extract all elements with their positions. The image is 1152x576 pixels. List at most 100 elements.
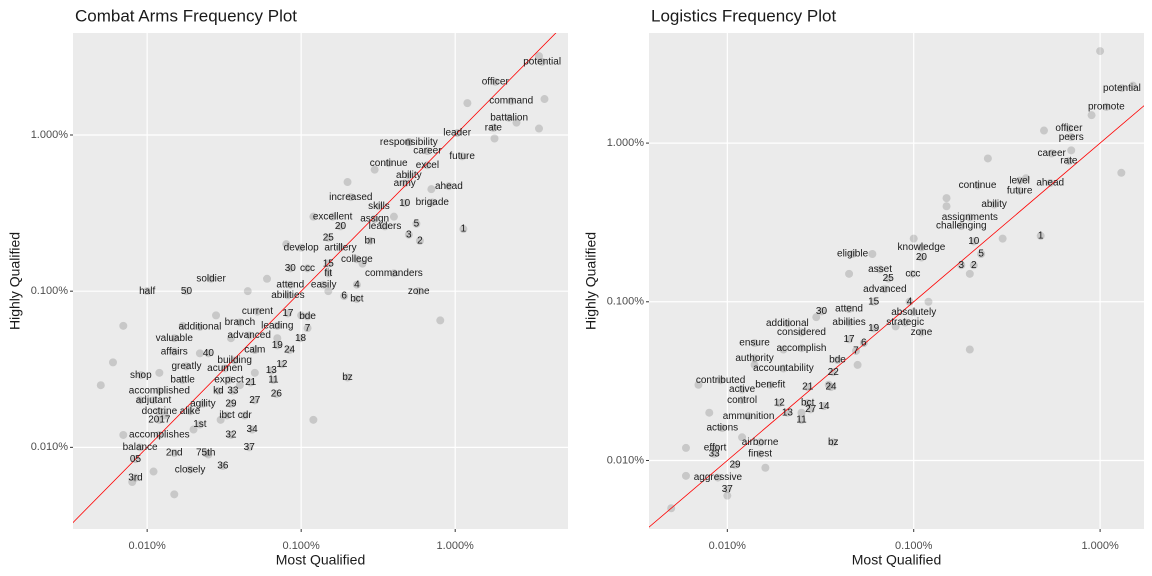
point [273, 321, 282, 330]
point-label: 33 [227, 385, 239, 396]
point [1087, 111, 1096, 120]
point [286, 280, 295, 289]
point-label: airborne [742, 437, 779, 448]
point-label: leaders [369, 221, 402, 232]
x-tick-label: 1.000% [437, 540, 475, 552]
point [766, 380, 775, 389]
point [783, 319, 792, 328]
point-label: accomplish [776, 343, 826, 354]
point-label: calm [244, 345, 265, 356]
point-label: building [217, 355, 251, 366]
point [296, 334, 305, 343]
point [324, 233, 333, 242]
y-axis-title: Highly Qualified [7, 232, 23, 330]
point-label: 29 [225, 398, 237, 409]
point [149, 396, 158, 405]
point-label: 18 [295, 333, 307, 344]
point-label: abilities [271, 290, 304, 301]
x-tick-label: 0.100% [283, 540, 321, 552]
point [942, 194, 951, 203]
point [155, 407, 164, 416]
point [303, 324, 312, 333]
point-label: 15 [323, 258, 335, 269]
point [245, 443, 254, 452]
point [389, 269, 398, 278]
point-label: 13 [782, 407, 794, 418]
point-label: assignments [942, 212, 998, 223]
point [716, 376, 725, 385]
point-label: 40 [203, 348, 215, 359]
point [149, 467, 158, 476]
identity-line [649, 105, 1144, 528]
point-label: fit [324, 268, 332, 279]
point [845, 269, 854, 278]
point-label: bz [828, 437, 839, 448]
point [1015, 176, 1024, 185]
point [170, 448, 179, 457]
point [806, 405, 815, 414]
point [710, 449, 719, 458]
point-label: increased [329, 192, 372, 203]
point [195, 349, 204, 358]
point [909, 308, 918, 317]
x-tick-label: 0.100% [895, 540, 933, 552]
point-label: battalion [490, 112, 528, 123]
point-label: doctrine [142, 406, 178, 417]
point-label: attend [276, 279, 304, 290]
point [512, 118, 521, 127]
point-label: additional [766, 318, 809, 329]
x-tick-label: 1.000% [1081, 540, 1119, 552]
identity-line [73, 33, 557, 524]
point-label: 21 [802, 382, 814, 393]
point-label: alike [180, 406, 201, 417]
point [170, 334, 179, 343]
point-label: 32 [225, 430, 237, 441]
point-label: future [1007, 186, 1033, 197]
point [343, 373, 352, 382]
point [909, 234, 918, 243]
point-label: knowledge [898, 242, 946, 253]
point-label: skills [368, 201, 390, 212]
point [803, 383, 812, 392]
x-axis-title: Most Qualified [276, 552, 365, 568]
point-label: 24 [284, 345, 296, 356]
y-tick-label: 0.100% [31, 285, 69, 297]
point-label: officer [482, 76, 510, 87]
point [170, 347, 179, 356]
point [250, 368, 259, 377]
point [273, 334, 282, 343]
point-label: advanced [863, 284, 906, 295]
point [1064, 157, 1073, 166]
point-label: easily [311, 279, 337, 290]
point [380, 222, 389, 231]
point [346, 193, 355, 202]
point-label: potential [1103, 83, 1141, 94]
point [829, 368, 838, 377]
point-label: bn [364, 235, 375, 246]
point [195, 420, 204, 429]
point-label: 10 [399, 198, 411, 209]
point [248, 425, 257, 434]
point-label: active [729, 384, 756, 395]
point [713, 473, 722, 482]
point-label: 20 [335, 221, 347, 232]
point [534, 52, 543, 61]
point [136, 396, 145, 405]
y-axis-title: Highly Qualified [583, 232, 599, 330]
point-label: 30 [285, 263, 297, 274]
point [250, 346, 259, 355]
point-label: zone [408, 286, 430, 297]
point [414, 287, 423, 296]
point [1096, 47, 1105, 56]
point [404, 230, 413, 239]
point-label: 21 [245, 377, 257, 388]
point-label: 2 [417, 235, 423, 246]
point-label: 37 [244, 442, 256, 453]
point [195, 322, 204, 331]
point-label: 25 [883, 273, 895, 284]
point [756, 438, 765, 447]
point-label: 12 [276, 359, 288, 370]
point [384, 159, 393, 168]
point-label: 1 [461, 224, 467, 235]
point [908, 269, 917, 278]
